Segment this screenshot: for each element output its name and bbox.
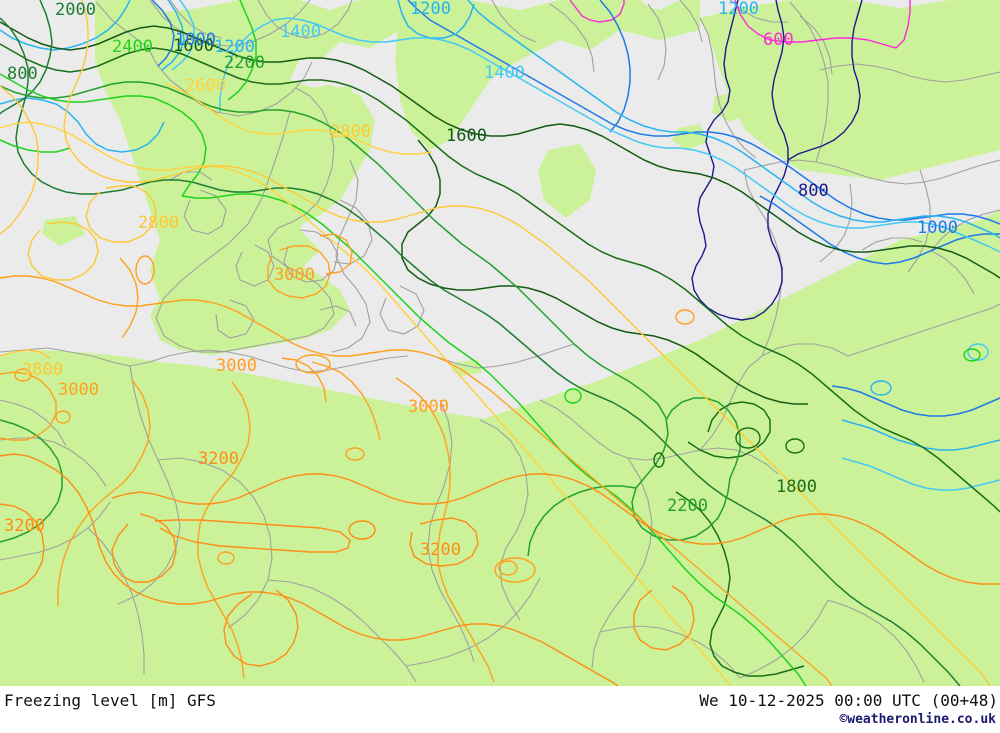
contour-small-cells bbox=[14, 255, 989, 583]
contour-800 bbox=[691, 0, 863, 321]
contour-2800 bbox=[0, 0, 991, 686]
footer-attribution: ©weatheronline.co.uk bbox=[839, 712, 996, 727]
contour-2600 bbox=[0, 83, 733, 686]
map-contour-svg bbox=[0, 0, 1000, 686]
contour-1200 bbox=[0, 0, 1000, 451]
contour-2200 bbox=[0, 81, 741, 557]
contour-1000 bbox=[151, 0, 1000, 417]
contour-1400 bbox=[171, 0, 1000, 491]
contour-2000 bbox=[0, 0, 961, 686]
land-layer bbox=[0, 0, 1000, 686]
border-layer bbox=[0, 0, 1000, 683]
map-canvas[interactable]: 2000 1200 1200 2400 1600 1000 1200 1400 600 2200 8… bbox=[0, 0, 1000, 686]
footer-valid-datetime: We 10-12-2025 00:00 UTC (00+48) bbox=[699, 691, 998, 710]
contour-3200 bbox=[0, 453, 1000, 686]
contour-600 bbox=[569, 0, 911, 49]
footer-variable-title: Freezing level [m] GFS bbox=[4, 691, 216, 710]
contour-2400 bbox=[0, 0, 807, 686]
map-footer: Freezing level [m] GFS We 10-12-2025 00:… bbox=[0, 686, 1000, 733]
contour-1600 bbox=[0, 21, 1000, 405]
